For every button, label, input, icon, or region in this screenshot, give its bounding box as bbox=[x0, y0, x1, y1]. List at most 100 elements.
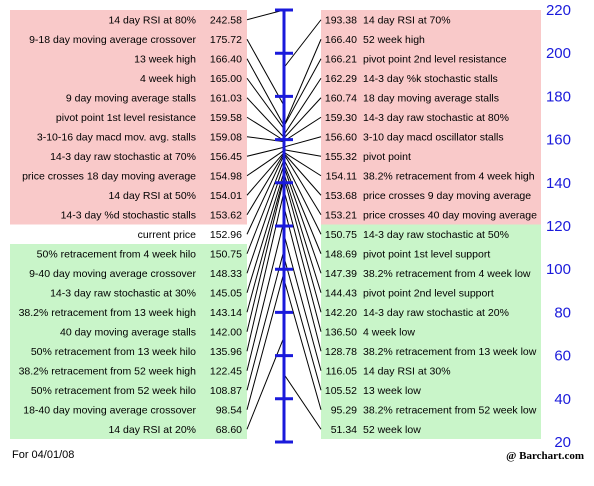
left-row-value: 152.96 bbox=[210, 229, 242, 241]
right-row-label: 4 week low bbox=[363, 327, 415, 339]
right-row-value: 153.68 bbox=[325, 190, 357, 202]
right-row-bg bbox=[321, 283, 541, 303]
left-row-bg bbox=[10, 419, 247, 439]
left-row-bg bbox=[10, 380, 247, 400]
left-connector bbox=[246, 159, 285, 254]
left-row-value: 68.60 bbox=[216, 424, 242, 436]
right-row-bg bbox=[321, 107, 541, 127]
right-connector bbox=[283, 154, 322, 216]
left-connector bbox=[246, 191, 285, 352]
left-row-label: 13 week high bbox=[134, 54, 196, 66]
left-row-value: 122.45 bbox=[210, 366, 242, 378]
right-connector bbox=[283, 97, 322, 139]
left-row-bg bbox=[10, 29, 247, 49]
right-row-value: 142.20 bbox=[325, 307, 357, 319]
right-row-label: 14-3 day raw stochastic at 50% bbox=[363, 229, 509, 241]
left-row-label: 9-40 day moving average crossover bbox=[29, 268, 196, 280]
left-connector bbox=[246, 152, 285, 196]
credit-link[interactable]: @ Barchart.com bbox=[506, 450, 584, 462]
left-row-bg bbox=[10, 302, 247, 322]
left-connector bbox=[246, 220, 285, 371]
axis-tick-label: 100 bbox=[546, 261, 571, 278]
right-row-value: 128.78 bbox=[325, 346, 357, 358]
right-row-label: pivot point 1st level support bbox=[363, 249, 490, 261]
price-axis bbox=[275, 8, 293, 444]
right-connector bbox=[283, 234, 322, 371]
right-row-value: 144.43 bbox=[325, 288, 357, 300]
right-row-label: 13 week low bbox=[363, 385, 421, 397]
right-row-bg bbox=[321, 88, 541, 108]
left-connector bbox=[246, 178, 285, 332]
right-connector bbox=[283, 159, 322, 235]
right-connector bbox=[283, 374, 322, 430]
left-row-value: 165.00 bbox=[210, 73, 242, 85]
left-connector bbox=[246, 336, 285, 430]
right-row-bg bbox=[321, 68, 541, 88]
right-row-value: 148.69 bbox=[325, 249, 357, 261]
right-connector bbox=[283, 116, 322, 142]
left-row-bg bbox=[10, 244, 247, 264]
left-row-value: 242.58 bbox=[210, 15, 242, 27]
right-row-label: price crosses 9 day moving average bbox=[363, 190, 531, 202]
left-row-label: 14 day RSI at 80% bbox=[108, 15, 196, 27]
left-connector bbox=[246, 77, 285, 130]
left-row-bg bbox=[10, 107, 247, 127]
left-row-value: 142.00 bbox=[210, 327, 242, 339]
right-row-label: 14 day RSI at 70% bbox=[363, 15, 451, 27]
right-row-value: 156.60 bbox=[325, 132, 357, 144]
axis-tick-label: 140 bbox=[546, 175, 571, 192]
axis-tick-label: 180 bbox=[546, 88, 571, 105]
left-row-value: 156.45 bbox=[210, 151, 242, 163]
right-row-bg bbox=[321, 185, 541, 205]
left-row-bg bbox=[10, 400, 247, 420]
right-row-value: 153.21 bbox=[325, 210, 357, 222]
right-row-value: 166.21 bbox=[325, 54, 357, 66]
left-row-label: 14-3 day raw stochastic at 30% bbox=[50, 288, 196, 300]
left-row-value: 108.87 bbox=[210, 385, 242, 397]
left-connector bbox=[246, 39, 285, 106]
left-row-value: 153.62 bbox=[210, 210, 242, 222]
right-connector bbox=[283, 151, 322, 177]
right-row-bg bbox=[321, 263, 541, 283]
left-connector bbox=[246, 146, 285, 157]
left-row-value: 166.40 bbox=[210, 54, 242, 66]
left-row-label: current price bbox=[138, 229, 197, 241]
left-connector bbox=[246, 175, 285, 313]
left-connector bbox=[246, 153, 285, 216]
right-row-label: 14-3 day %k stochastic stalls bbox=[363, 73, 498, 85]
right-row-label: 18 day moving average stalls bbox=[363, 93, 499, 105]
right-row-label: 14-3 day raw stochastic at 20% bbox=[363, 307, 509, 319]
right-row-bg bbox=[321, 49, 541, 69]
right-row-label: pivot point 2nd level support bbox=[363, 288, 494, 300]
right-row-label: pivot point 2nd level resistance bbox=[363, 54, 507, 66]
left-connector bbox=[246, 154, 285, 235]
left-row-value: 175.72 bbox=[210, 34, 242, 46]
right-row-label: price crosses 40 day moving average bbox=[363, 210, 537, 222]
left-row-label: 9-18 day moving average crossover bbox=[29, 34, 196, 46]
right-row-label: 38.2% retracement from 52 week low bbox=[363, 405, 537, 417]
left-row-value: 148.33 bbox=[210, 268, 242, 280]
right-row-value: 95.29 bbox=[331, 405, 357, 417]
row-backgrounds bbox=[10, 10, 541, 439]
left-connector bbox=[246, 171, 285, 293]
left-row-bg bbox=[10, 166, 247, 186]
left-connector bbox=[246, 116, 285, 141]
right-row-value: 155.32 bbox=[325, 151, 357, 163]
right-row-bg bbox=[321, 380, 541, 400]
right-row-label: 38.2% retracement from 4 week low bbox=[363, 268, 531, 280]
right-row-value: 154.11 bbox=[326, 171, 357, 183]
left-row-label: 9 day moving average stalls bbox=[66, 93, 196, 105]
left-row-bg bbox=[10, 341, 247, 361]
right-row-value: 193.38 bbox=[325, 15, 357, 27]
axis-tick-label: 160 bbox=[546, 132, 571, 149]
left-row-bg bbox=[10, 49, 247, 69]
left-row-bg bbox=[10, 146, 247, 166]
right-row-value: 150.75 bbox=[325, 229, 357, 241]
left-row-label: 38.2% retracement from 13 week high bbox=[19, 307, 197, 319]
right-row-value: 162.29 bbox=[325, 73, 357, 85]
left-row-value: 154.01 bbox=[210, 190, 242, 202]
right-row-bg bbox=[321, 224, 541, 244]
right-connector bbox=[283, 58, 322, 127]
left-row-bg bbox=[10, 88, 247, 108]
right-row-bg bbox=[321, 146, 541, 166]
